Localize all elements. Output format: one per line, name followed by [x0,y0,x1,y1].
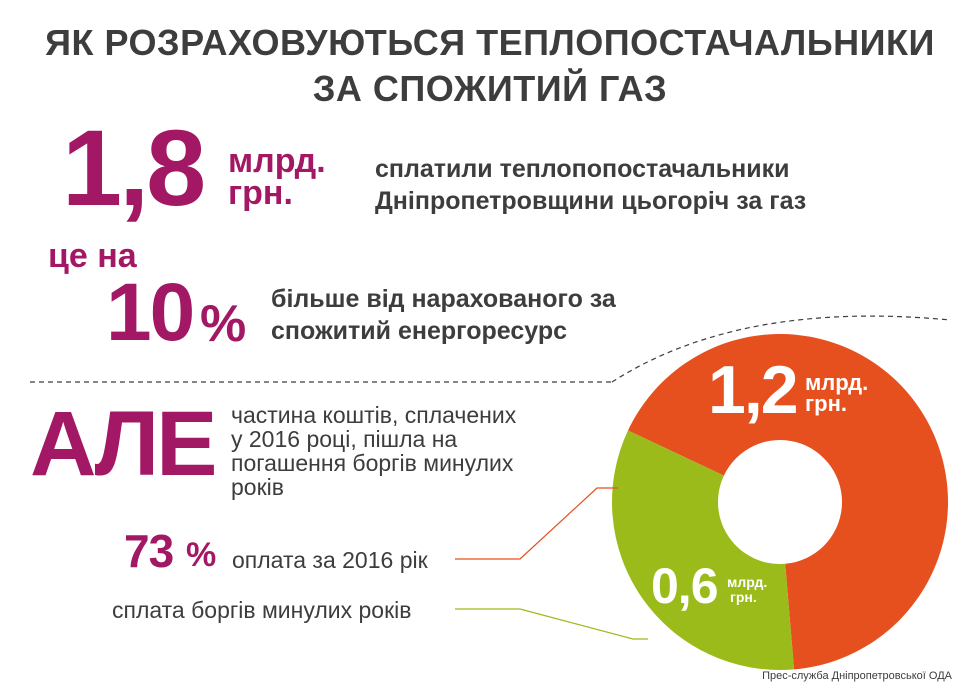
title-line-2: ЗА СПОЖИТИЙ ГАЗ [312,68,668,109]
but-word: АЛЕ [30,393,217,495]
slice-label-debt-value: 0,6 [651,558,719,614]
slice-label-current-unit-2: грн. [805,391,848,416]
slice-label-debt-unit-1: млрд. [727,574,768,590]
but-text-line-1: частина коштів, сплачених [231,402,517,428]
but-text-line-3: погашення боргів минулих [231,450,514,476]
slice-label-debt-unit-2: грн. [730,589,757,605]
excess-intro: це на [48,237,137,275]
excess-value: 10 [106,267,195,358]
excess-desc-line-2: спожитий енергоресурс [271,317,567,345]
donut-slice-debt [612,430,795,670]
legend-current-value: 73 [124,525,174,577]
total-desc-line-1: сплатили теплопопостачальники [375,155,790,183]
excess-description: більше від нарахованого за спожитий енер… [271,283,616,347]
legend-current-percent: % [186,536,217,574]
legend-debt-label: сплата боргів минулих років [112,597,412,623]
donut-slice-current [627,334,948,670]
but-text-line-2: у 2016 році, пішла на [231,426,458,452]
excess-desc-line-1: більше від нарахованого за [271,285,616,313]
total-unit-hrn: грн. [228,174,293,212]
total-desc-line-2: Дніпропетровщини цьогоріч за газ [375,187,807,215]
slice-label-current-value: 1,2 [708,352,799,428]
legend-current-label: оплата за 2016 рік [232,547,428,573]
donut-chart [612,334,948,670]
title-line-1: ЯК РОЗРАХОВУЮТЬСЯ ТЕПЛОПОСТАЧАЛЬНИКИ [45,22,935,63]
page-title: ЯК РОЗРАХОВУЮТЬСЯ ТЕПЛОПОСТАЧАЛЬНИКИ ЗА … [0,22,980,110]
slice-label-current-unit-1: млрд. [805,370,869,395]
credit: Прес-служба Дніпропетровської ОДА [762,670,952,682]
total-value: 1,8 [62,107,206,228]
total-description: сплатили теплопопостачальники Дніпропетр… [375,153,806,217]
leader-line-debt [455,608,648,640]
separator-curve [611,315,951,383]
total-unit-mlrd: млрд. [228,142,326,180]
excess-percent: % [200,295,247,353]
but-text-line-4: років [231,474,284,500]
but-text: частина коштів, сплачених у 2016 році, п… [231,403,516,499]
leader-line-current [455,487,618,560]
